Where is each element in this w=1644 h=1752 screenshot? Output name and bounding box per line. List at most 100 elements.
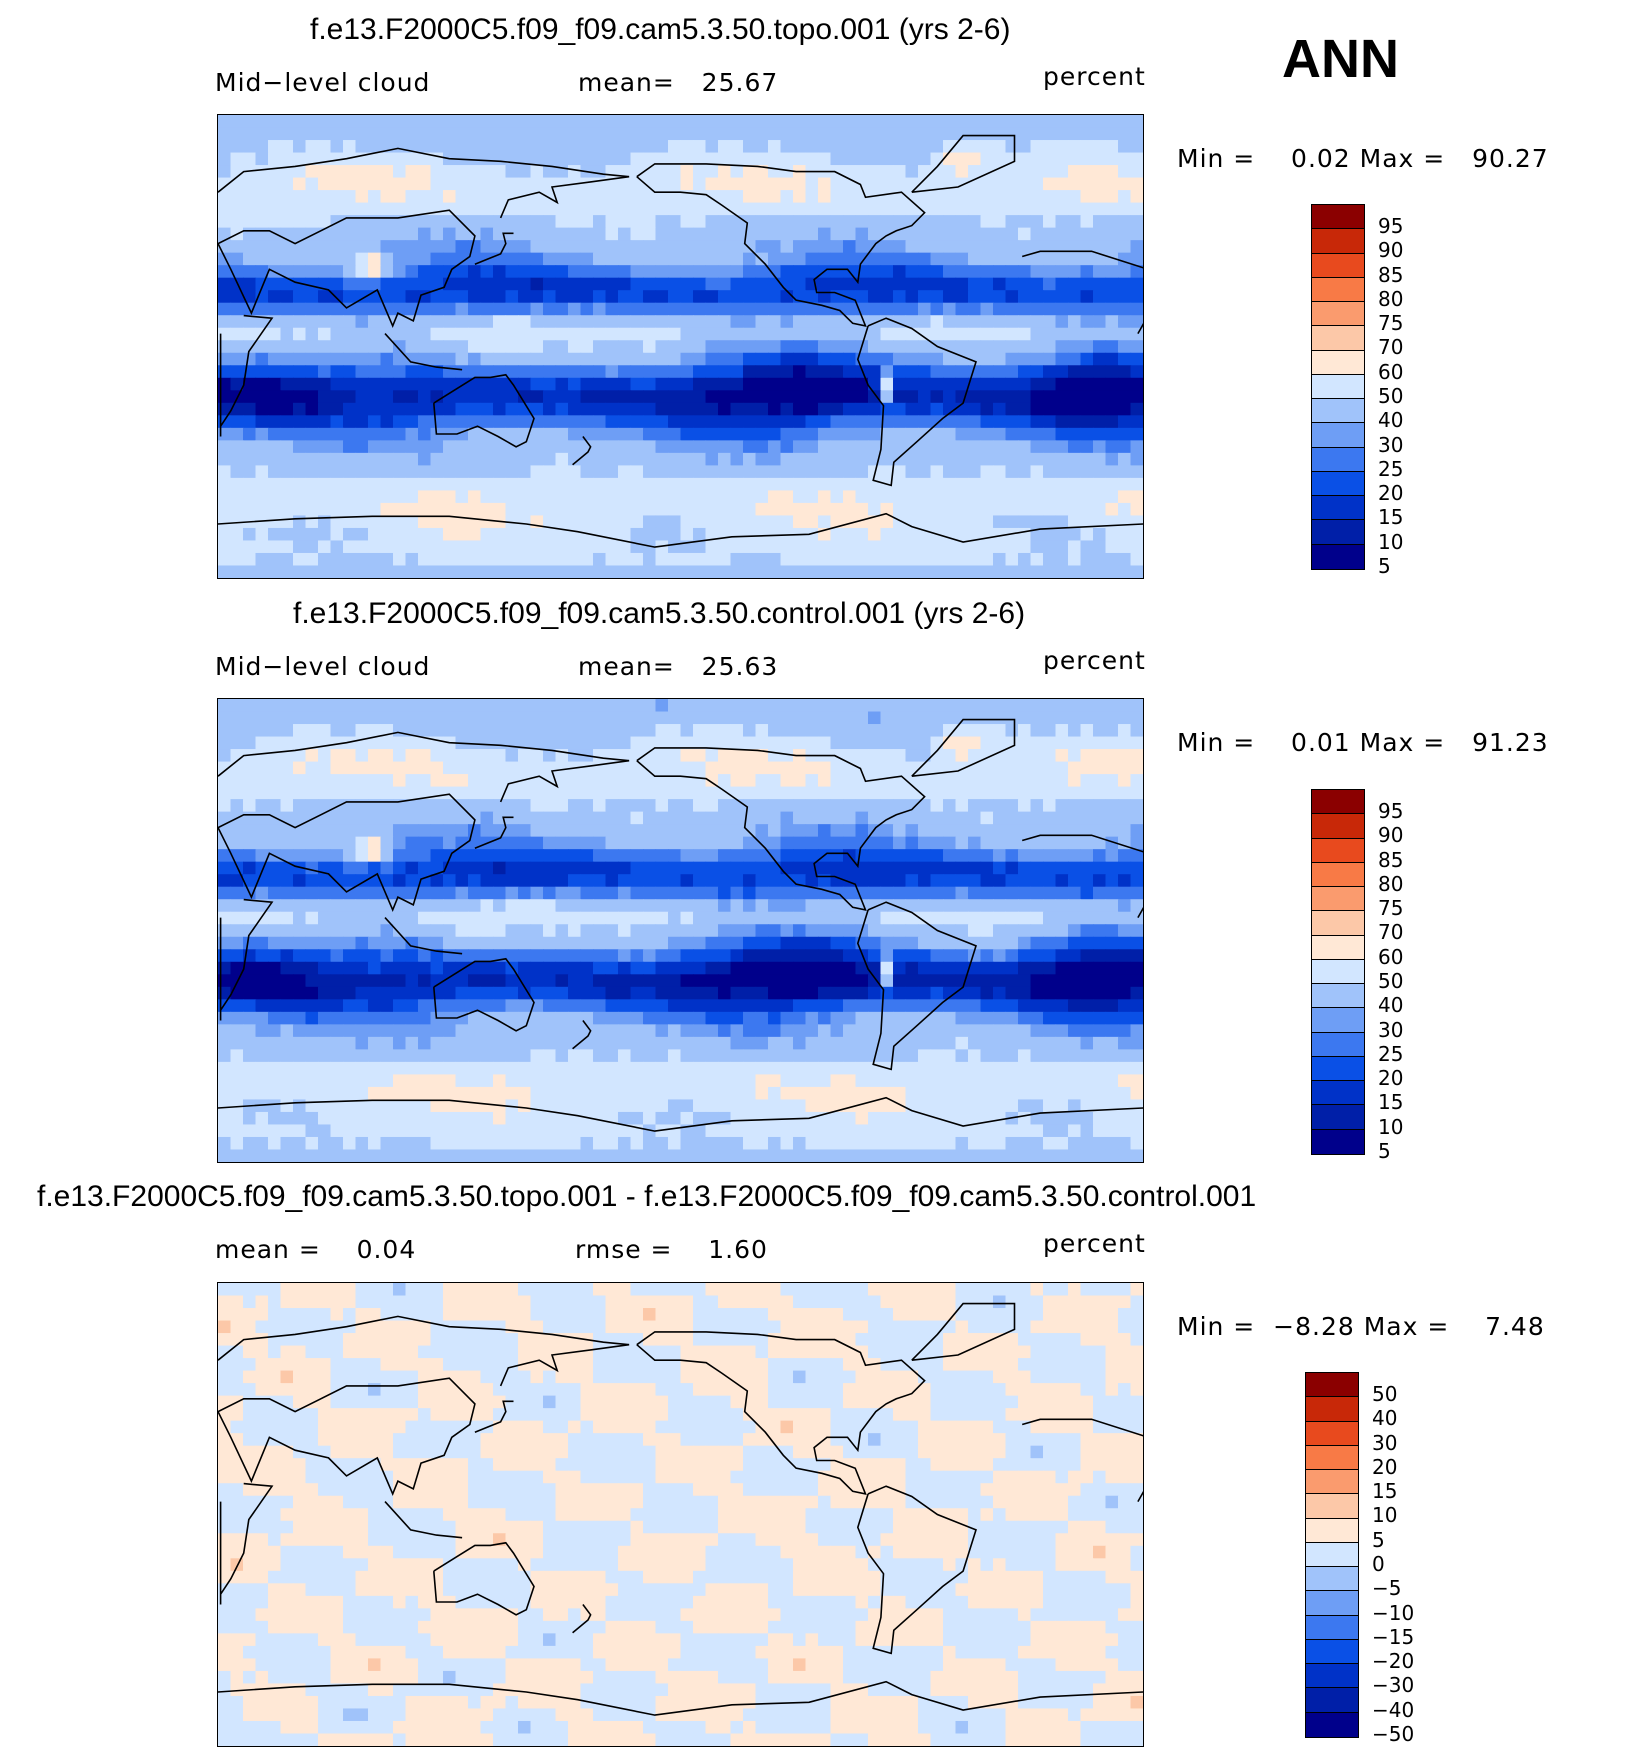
field-cell xyxy=(780,402,794,416)
field-cell xyxy=(580,936,594,950)
field-cell xyxy=(368,1024,382,1038)
field-cell xyxy=(1043,440,1057,454)
field-cell xyxy=(843,152,857,166)
field-cell xyxy=(455,565,469,578)
field-cell xyxy=(280,874,294,888)
field-cell xyxy=(793,402,807,416)
field-cell xyxy=(330,377,344,391)
field-cell xyxy=(530,140,544,154)
field-cell xyxy=(643,227,657,241)
field-cell xyxy=(918,402,932,416)
field-cell xyxy=(980,761,994,775)
field-cell xyxy=(630,277,644,291)
field-cell xyxy=(955,452,969,466)
field-cell xyxy=(655,724,669,738)
field-cell xyxy=(993,340,1007,354)
field-cell xyxy=(1043,986,1057,1000)
field-cell xyxy=(980,699,994,713)
field-cell xyxy=(480,227,494,241)
field-cell xyxy=(1043,365,1057,379)
field-cell xyxy=(1093,127,1107,141)
field-cell xyxy=(830,465,844,479)
field-cell xyxy=(493,1011,507,1025)
field-cell xyxy=(305,999,319,1013)
field-cell xyxy=(468,886,482,900)
field-cell xyxy=(343,152,357,166)
field-cell xyxy=(1018,1024,1032,1038)
field-cell xyxy=(930,899,944,913)
field-cell xyxy=(755,127,769,141)
field-cell xyxy=(293,749,307,763)
field-cell xyxy=(1105,824,1119,838)
field-cell xyxy=(568,724,582,738)
field-cell xyxy=(968,974,982,988)
field-cell xyxy=(755,527,769,542)
field-cell xyxy=(1055,861,1069,875)
field-cell xyxy=(843,502,857,517)
field-cell xyxy=(455,177,469,191)
field-cell xyxy=(1093,836,1107,850)
field-cell xyxy=(368,152,382,166)
field-cell xyxy=(655,177,669,191)
field-cell xyxy=(368,911,382,925)
field-cell xyxy=(593,874,607,888)
field-cell xyxy=(705,502,719,517)
field-cell xyxy=(893,215,907,229)
field-cell xyxy=(630,427,644,441)
field-cell xyxy=(455,861,469,875)
field-cell xyxy=(605,949,619,963)
field-cell xyxy=(680,986,694,1000)
field-cell xyxy=(1068,452,1082,466)
field-cell xyxy=(793,911,807,925)
field-cell xyxy=(455,911,469,925)
field-cell xyxy=(780,215,794,229)
field-cell xyxy=(293,490,307,504)
field-cell xyxy=(955,127,969,141)
field-cell xyxy=(1105,490,1119,504)
field-cell xyxy=(630,452,644,466)
field-cell xyxy=(980,824,994,838)
field-cell xyxy=(580,886,594,900)
field-cell xyxy=(268,786,282,800)
field-cell xyxy=(530,565,544,578)
field-cell xyxy=(243,190,257,204)
field-cell xyxy=(868,874,882,888)
field-cell xyxy=(443,177,457,191)
field-cell xyxy=(230,774,244,788)
field-cell xyxy=(505,202,519,216)
field-cell xyxy=(268,427,282,441)
field-cell xyxy=(780,340,794,354)
field-cell xyxy=(868,811,882,825)
field-cell xyxy=(555,849,569,863)
field-cell xyxy=(905,477,919,491)
field-cell xyxy=(980,315,994,329)
field-cell xyxy=(655,365,669,379)
field-cell xyxy=(643,999,657,1013)
field-cell xyxy=(593,340,607,354)
field-cell xyxy=(1030,552,1044,567)
field-cell xyxy=(955,799,969,813)
field-cell xyxy=(905,465,919,479)
field-cell xyxy=(393,849,407,863)
field-cell xyxy=(480,749,494,763)
field-cell xyxy=(868,290,882,304)
field-cell xyxy=(318,115,332,129)
field-cell xyxy=(618,227,632,241)
field-cell xyxy=(730,874,744,888)
field-cell xyxy=(1130,215,1143,229)
field-cell xyxy=(468,227,482,241)
field-cell xyxy=(743,1049,757,1063)
field-cell xyxy=(643,861,657,875)
field-cell xyxy=(655,1011,669,1025)
field-cell xyxy=(468,861,482,875)
field-cell xyxy=(443,165,457,179)
field-cell xyxy=(993,811,1007,825)
field-cell xyxy=(693,936,707,950)
field-cell xyxy=(330,986,344,1000)
field-cell xyxy=(268,165,282,179)
field-cell xyxy=(468,177,482,191)
field-cell xyxy=(968,377,982,391)
field-cell xyxy=(555,699,569,713)
field-cell xyxy=(1080,936,1094,950)
field-cell xyxy=(568,911,582,925)
